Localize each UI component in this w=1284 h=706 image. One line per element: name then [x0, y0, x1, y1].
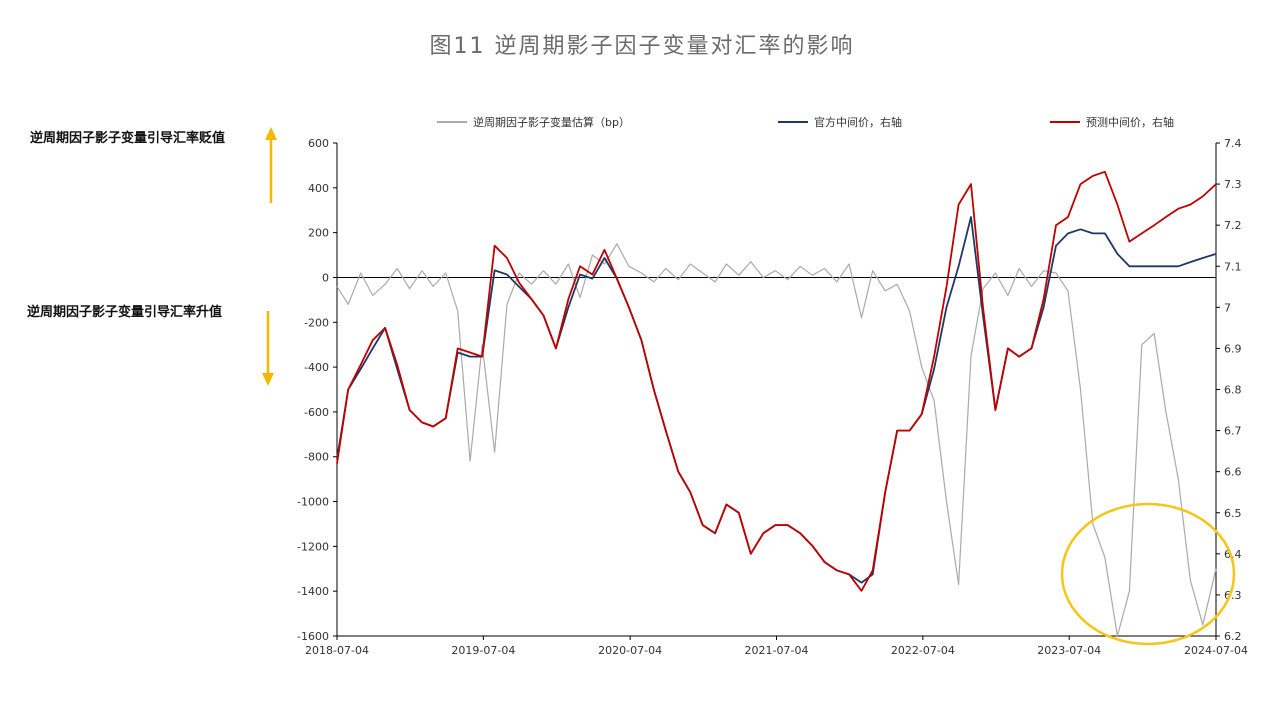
left-y-tick-label: -1000: [297, 496, 329, 509]
series-line-3: [336, 170, 1217, 592]
right-y-tick-label: 7.3: [1224, 178, 1242, 191]
x-tick-label: 2024-07-04: [1184, 644, 1248, 657]
annotation-depreciation: 逆周期因子影子变量引导汇率贬值: [30, 131, 226, 146]
x-tick-label: 2023-07-04: [1037, 644, 1101, 657]
right-y-tick-label: 6.7: [1224, 425, 1242, 438]
right-y-tick-label: 6.5: [1224, 507, 1242, 520]
right-y-tick-label: 7.2: [1224, 219, 1242, 232]
left-y-tick-label: -800: [304, 451, 329, 464]
highlight-circle: [1060, 502, 1236, 646]
left-y-tick-label: 0: [322, 271, 329, 284]
left-y-tick-label: -400: [304, 361, 329, 374]
left-y-tick-label: 600: [308, 137, 329, 150]
left-y-tick-label: -600: [304, 406, 329, 419]
legend-label-2: 官方中间价，右轴: [814, 115, 902, 129]
right-y-tick-label: 6.9: [1224, 342, 1242, 355]
right-y-tick-label: 6.2: [1224, 630, 1242, 643]
right-y-tick-label: 6.8: [1224, 384, 1242, 397]
down-arrow-head: [262, 373, 274, 386]
up-arrow-head: [265, 127, 277, 140]
left-y-tick-label: -1200: [297, 540, 329, 553]
x-tick-label: 2018-07-04: [305, 644, 369, 657]
x-tick-label: 2022-07-04: [891, 644, 955, 657]
right-y-tick-label: 7: [1224, 301, 1231, 314]
left-y-tick-label: -1600: [297, 630, 329, 643]
x-tick-label: 2020-07-04: [598, 644, 662, 657]
series-line-1: [336, 243, 1217, 637]
x-tick-label: 2021-07-04: [745, 644, 809, 657]
x-tick-label: 2019-07-04: [451, 644, 515, 657]
figure-title: 图11 逆周期影子因子变量对汇率的影响: [429, 34, 855, 59]
right-y-tick-label: 7.1: [1224, 260, 1242, 273]
left-y-tick-label: 200: [308, 227, 329, 240]
left-y-tick-label: -200: [304, 316, 329, 329]
left-y-tick-label: -1400: [297, 585, 329, 598]
legend-label-1: 逆周期因子影子变量估算（bp）: [473, 115, 630, 129]
right-y-tick-label: 7.4: [1224, 137, 1242, 150]
left-y-tick-label: 400: [308, 182, 329, 195]
legend-label-3: 预测中间价，右轴: [1086, 115, 1174, 129]
annotation-appreciation: 逆周期因子影子变量引导汇率升值: [27, 305, 223, 320]
right-y-tick-label: 6.6: [1224, 466, 1242, 479]
